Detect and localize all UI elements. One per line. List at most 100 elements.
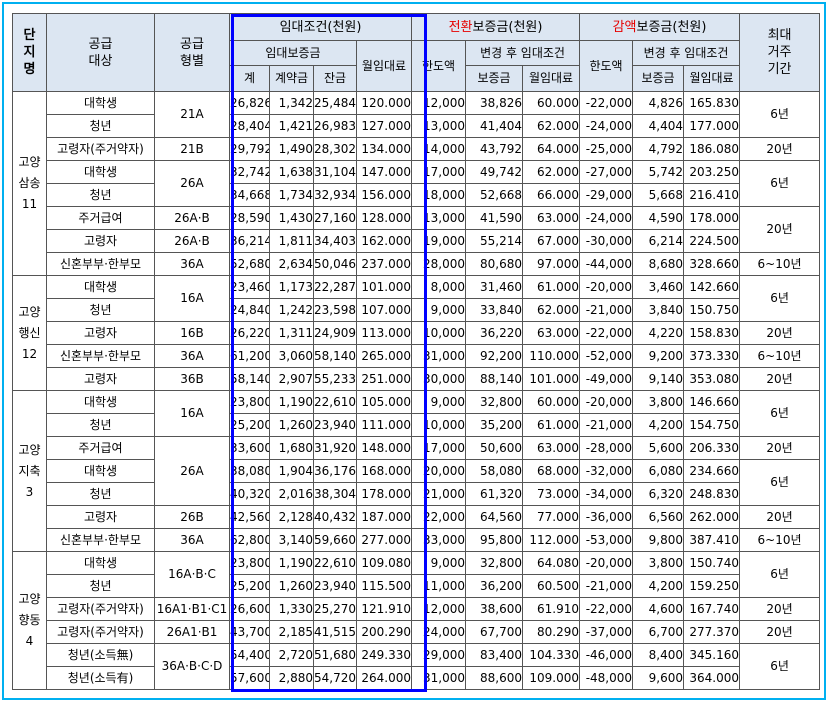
conv-limit-cell: 22,000	[411, 505, 467, 529]
contract-cell: 3,060	[269, 344, 314, 368]
conv-rent-cell: 112.000	[522, 528, 581, 552]
red-dep-cell: 5,668	[632, 183, 685, 207]
type-cell: 36B	[154, 367, 230, 391]
conv-rent-cell: 109.000	[522, 666, 581, 690]
type-cell: 36A	[154, 344, 230, 368]
conv-limit-cell: 28,000	[411, 252, 467, 276]
max-period-cell: 6년	[739, 643, 821, 690]
red-rent-cell: 150.750	[683, 298, 741, 322]
conv-rent-cell: 63.000	[522, 206, 581, 230]
balance-cell: 38,304	[313, 482, 357, 506]
rent-conditions-table: 단지명 공급대상 공급형별 임대조건(천원) 전환보증금(천원) 감액보증금(천…	[12, 13, 821, 690]
conv-dep-cell: 38,826	[465, 91, 524, 115]
type-cell: 36A·B·C·D	[154, 643, 230, 690]
red-limit-cell: -29,000	[579, 183, 634, 207]
max-period-cell: 6년	[739, 91, 821, 138]
rent-cell: 277.000	[355, 528, 413, 552]
total-cell: 52,680	[229, 252, 270, 276]
red-limit-cell: -20,000	[579, 275, 634, 299]
table-row: 고령자 26A·B 36,214 1,811 34,403 162.000 19,000 55…	[13, 229, 820, 253]
red-rent-cell: 203.250	[683, 160, 741, 184]
rent-cell: 251.000	[355, 367, 413, 391]
header-conv-rent: 월임대료	[522, 65, 581, 92]
balance-cell: 26,983	[313, 114, 357, 138]
table-row: 주거급여 26A 33,600 1,680 31,920 148.000 17,000 50,…	[13, 436, 821, 506]
red-dep-cell: 9,140	[632, 367, 685, 391]
red-dep-cell: 9,800	[632, 528, 685, 552]
header-red-deposit: 보증금	[632, 65, 685, 92]
type-cell: 26B	[154, 505, 230, 529]
type-cell: 21A	[154, 91, 230, 138]
red-dep-cell: 5,600	[632, 436, 685, 460]
contract-cell: 1,260	[269, 413, 314, 437]
contract-cell: 1,242	[269, 298, 314, 322]
contract-cell: 2,880	[269, 666, 314, 690]
header-conv-limit: 한도액	[411, 40, 467, 92]
conv-rent-cell: 104.330	[522, 643, 581, 667]
conv-dep-cell: 32,800	[465, 551, 524, 575]
conv-rent-cell: 61.000	[522, 413, 581, 437]
total-cell: 23,800	[229, 390, 270, 414]
type-cell: 26A	[154, 160, 230, 207]
red-limit-cell: -22,000	[579, 91, 634, 115]
target-cell: 주거급여	[46, 436, 155, 460]
balance-cell: 50,046	[313, 252, 357, 276]
balance-cell: 31,104	[313, 160, 357, 184]
type-cell: 36A	[154, 252, 230, 276]
red-rent-cell: 158.830	[683, 321, 741, 345]
red-dep-cell: 4,792	[632, 137, 685, 161]
conv-limit-cell: 33,000	[411, 528, 467, 552]
target-cell: 대학생	[46, 459, 155, 483]
red-limit-cell: -32,000	[579, 459, 634, 483]
target-cell: 고령자	[46, 367, 155, 391]
rent-cell: 162.000	[355, 229, 413, 253]
complex-name-line: 향동	[18, 613, 41, 627]
conv-dep-cell: 32,800	[465, 390, 524, 414]
type-cell: 26A	[154, 436, 230, 506]
red-dep-cell: 9,200	[632, 344, 685, 368]
conv-rent-cell: 66.000	[522, 183, 581, 207]
total-cell: 57,600	[229, 666, 270, 690]
header-complex: 단지명	[12, 13, 47, 92]
red-dep-cell: 8,680	[632, 252, 685, 276]
rent-cell: 120.000	[355, 91, 413, 115]
rent-cell: 265.000	[355, 344, 413, 368]
red-dep-cell: 8,400	[632, 643, 685, 667]
balance-cell: 41,515	[313, 620, 357, 644]
rent-cell: 168.000	[355, 459, 413, 483]
red-dep-cell: 6,320	[632, 482, 685, 506]
balance-cell: 31,920	[313, 436, 357, 460]
balance-cell: 58,140	[313, 344, 357, 368]
rent-cell: 109.080	[355, 551, 413, 575]
header-type: 공급형별	[154, 13, 230, 92]
red-limit-cell: -52,000	[579, 344, 634, 368]
complex-name-cell: 고양 삼송 11	[12, 91, 47, 276]
contract-cell: 1,173	[269, 275, 314, 299]
red-limit-cell: -30,000	[579, 229, 634, 253]
table-row: 고령자 36B 58,140 2,907 55,233 251.000 30,000 88,1…	[13, 367, 821, 391]
table-row: 고령자(주거약자) 16A1·B1·C1 26,600 1,330 25,270 121.…	[13, 597, 821, 621]
target-cell: 청년(소득無)	[46, 643, 155, 667]
red-limit-cell: -22,000	[579, 597, 634, 621]
header-conv-deposit: 보증금	[465, 65, 524, 92]
red-rent-cell: 177.000	[683, 114, 741, 138]
conv-dep-cell: 58,080	[465, 459, 524, 483]
rent-cell: 264.000	[355, 666, 413, 690]
balance-cell: 24,909	[313, 321, 357, 345]
balance-cell: 32,934	[313, 183, 357, 207]
conv-rent-cell: 97.000	[522, 252, 581, 276]
complex-name-line: 삼송	[18, 176, 41, 190]
target-cell: 고령자	[46, 505, 155, 529]
type-cell: 16A1·B1·C1	[154, 597, 230, 621]
table-row: 신혼부부·한부모 36A 61,200 3,060 58,140 265.000 31,00…	[13, 344, 821, 368]
target-cell: 고령자(주거약자)	[46, 597, 155, 621]
contract-cell: 1,421	[269, 114, 314, 138]
total-cell: 62,800	[229, 528, 270, 552]
conv-limit-cell: 17,000	[411, 436, 467, 460]
conv-rent-cell: 68.000	[522, 459, 581, 483]
contract-cell: 1,734	[269, 183, 314, 207]
red-rent-cell: 142.660	[683, 275, 741, 299]
red-dep-cell: 9,600	[632, 666, 685, 690]
complex-name-line: 고양	[18, 155, 41, 169]
target-cell: 대학생	[46, 160, 155, 184]
